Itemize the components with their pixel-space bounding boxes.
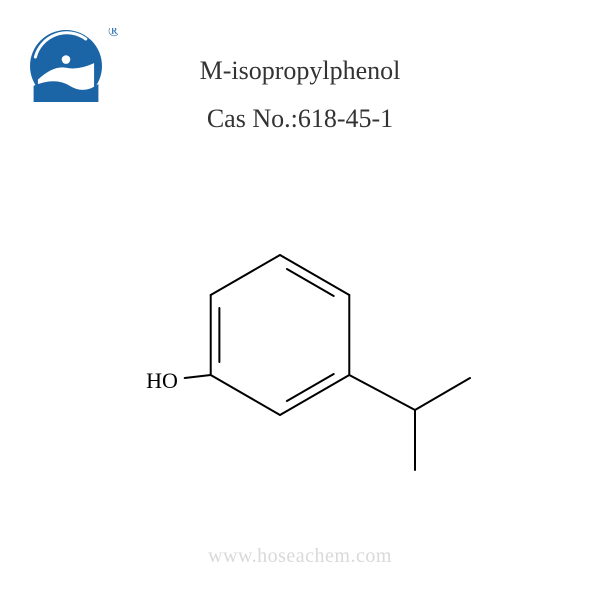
chemical-structure: HO [100,160,500,480]
compound-title: M-isopropylphenol [0,56,600,86]
chemical-structure-svg: HO [100,160,500,480]
cas-number: Cas No.:618-45-1 [0,104,600,134]
registered-trademark-icon: ® [108,28,118,40]
page-root: ® M-isopropylphenol Cas No.:618-45-1 HO … [0,0,600,600]
hydroxyl-label: HO [146,368,178,393]
watermark-text: www.hoseachem.com [0,545,600,568]
